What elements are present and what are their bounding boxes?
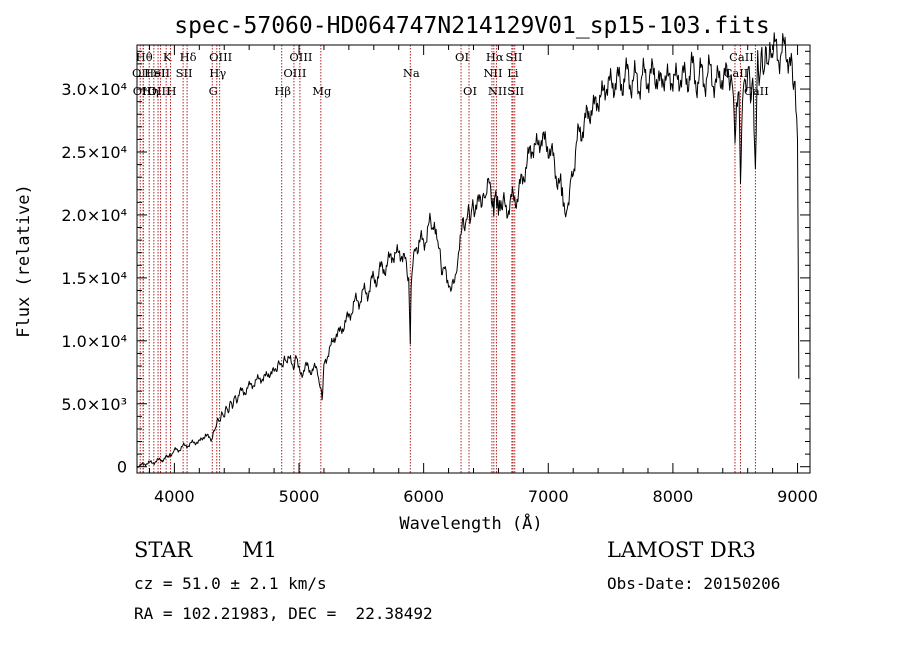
spectral-line-label: H: [167, 84, 177, 98]
spectral-line-markers: OIIHθOIIIHηHeIOIIISIIKHHδSIIGHγOIIIHβOII…: [132, 45, 769, 473]
x-tick-label: 8000: [653, 487, 694, 506]
spectral-line-label: Na: [403, 66, 420, 80]
object-subclass: M1: [242, 538, 277, 562]
y-tick-label: 5.0×10³: [61, 395, 127, 414]
redshift-readout: cz = 51.0 ± 2.1 km/s: [134, 574, 327, 593]
spectral-line-label: CaII: [729, 50, 754, 64]
y-tick-label: 2.0×10⁴: [61, 206, 127, 225]
spectral-line-label: Hα: [486, 50, 504, 64]
spectral-line-label: OI: [455, 50, 469, 64]
y-tick-label: 1.5×10⁴: [61, 269, 127, 288]
spectrum-chart: spec-57060-HD064747N214129V01_sp15-103.f…: [14, 13, 818, 534]
spectral-line-label: Mg: [312, 84, 332, 98]
coordinates-readout: RA = 102.21983, DEC = 22.38492: [134, 604, 433, 623]
x-tick-label: 4000: [154, 487, 195, 506]
y-axis: 0 5.0×10³ 1.0×10⁴ 1.5×10⁴ 2.0×10⁴ 2.5×10⁴ 3.0×…: [61, 50, 810, 477]
spectral-line-label: OIII: [283, 66, 306, 80]
spectral-line-label: NII: [483, 66, 502, 80]
spectral-line-label: K: [163, 50, 172, 64]
spectral-line-label: Hγ: [209, 66, 226, 80]
y-tick-label: 2.5×10⁴: [61, 143, 127, 162]
spectral-line-label: SII: [507, 84, 524, 98]
x-tick-label: 6000: [403, 487, 444, 506]
survey-name: LAMOST DR3: [607, 538, 756, 562]
x-tick-label: 5000: [279, 487, 320, 506]
x-tick-label: 7000: [528, 487, 569, 506]
x-tick-label: 9000: [777, 487, 818, 506]
object-class: STAR: [134, 538, 193, 562]
spectral-line-label: OIII: [289, 50, 312, 64]
spectral-line-label: CaII: [724, 66, 749, 80]
spectral-line-label: SII: [506, 50, 523, 64]
spectrum-series: [136, 32, 800, 469]
chart-title: spec-57060-HD064747N214129V01_sp15-103.f…: [174, 13, 769, 39]
spectral-line-label: OIII: [133, 84, 156, 98]
spectral-line-label: SII: [153, 66, 170, 80]
x-axis-label: Wavelength (Å): [399, 512, 542, 534]
observation-date: Obs-Date: 20150206: [607, 574, 781, 593]
y-axis-label: Flux (relative): [14, 184, 34, 338]
spectral-line-label: Hη: [142, 84, 159, 98]
spectral-line-label: OIII: [209, 50, 232, 64]
spectral-line-label: NII: [488, 84, 507, 98]
spectral-line-label: SII: [176, 66, 193, 80]
plot-frame: [136, 44, 811, 474]
spectral-line-label: OI: [463, 84, 477, 98]
y-tick-label: 1.0×10⁴: [61, 332, 127, 351]
spectral-line-label: Hδ: [180, 50, 197, 64]
spectral-line-label: G: [209, 84, 218, 98]
spectral-line-label: OIII: [148, 84, 171, 98]
spectral-line-label: Hβ: [274, 84, 291, 98]
spectral-line-label: Hθ: [136, 50, 153, 64]
y-tick-label: 0: [117, 458, 127, 477]
x-axis: 4000 5000 6000 7000 8000 9000: [148, 45, 818, 506]
spectrum-line: [136, 32, 800, 469]
y-tick-label: 3.0×10⁴: [61, 80, 127, 99]
